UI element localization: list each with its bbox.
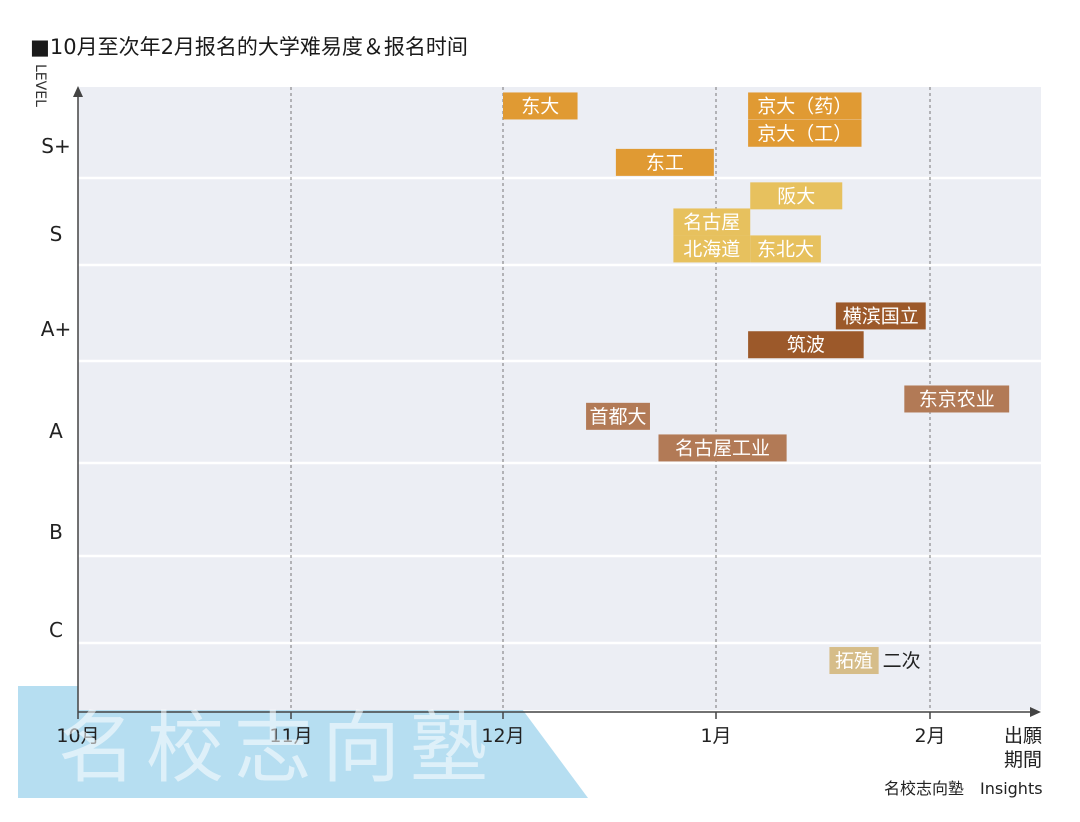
bar <box>658 434 787 462</box>
bar-label: 名古屋 <box>683 211 740 233</box>
bar <box>750 235 821 263</box>
bar <box>748 119 862 147</box>
level-label: S+ <box>41 134 70 158</box>
month-label: 1月 <box>700 725 731 747</box>
bar <box>748 92 862 120</box>
month-label: 10月 <box>56 725 99 747</box>
axes <box>73 86 1041 717</box>
bar-label: 京大（药） <box>757 95 852 117</box>
bar-label: 东北大 <box>757 238 814 260</box>
bar-label: 东工 <box>646 152 684 174</box>
bar-label: 拓殖 <box>835 650 873 672</box>
bar-label: 首都大 <box>590 406 647 428</box>
bar-label: 京大（工） <box>757 123 852 145</box>
plot-background <box>78 87 1041 710</box>
month-label: 11月 <box>269 725 312 747</box>
month-label: 12月 <box>481 725 524 747</box>
bar <box>586 402 650 430</box>
bar <box>750 182 843 210</box>
bar-label: 筑波 <box>787 334 825 356</box>
bar-label: 阪大 <box>777 185 815 207</box>
chart-title: ■10月至次年2月报名的大学难易度＆报名时间 <box>30 35 468 59</box>
level-label: A <box>49 419 63 443</box>
bar <box>673 208 751 236</box>
x-axis-arrow <box>1030 707 1041 717</box>
watermark-band <box>18 686 588 798</box>
bar-label: 东大 <box>521 95 559 117</box>
bar-label: 横滨国立 <box>843 305 919 327</box>
bar <box>615 148 714 176</box>
level-label: C <box>49 618 63 642</box>
month-labels: 10月 11月 12月 1月 2月 <box>56 712 946 747</box>
bar <box>829 647 879 675</box>
month-label: 2月 <box>914 725 945 747</box>
bar-label: 名古屋工业 <box>675 437 770 459</box>
bar-label: 北海道 <box>683 238 740 260</box>
level-labels: S+ S A+ A B C <box>41 134 71 642</box>
x-axis-label-line1: 出願 <box>1004 725 1042 747</box>
bar <box>904 385 1010 413</box>
annotation-label: 二次 <box>883 650 921 672</box>
bar <box>673 235 751 263</box>
bar <box>503 92 578 120</box>
bar-label: 东京农业 <box>919 388 995 410</box>
level-label: B <box>49 520 63 544</box>
credit: 名校志向塾 Insights <box>884 779 1043 798</box>
bar <box>835 302 926 330</box>
grid <box>78 87 1041 710</box>
y-axis-label: LEVEL <box>32 64 48 107</box>
level-label: S <box>50 222 63 246</box>
watermark-text: 名校志向塾 <box>58 704 498 794</box>
x-axis-label-line2: 期間 <box>1004 749 1042 771</box>
y-axis-arrow <box>73 86 83 97</box>
level-label: A+ <box>41 317 71 341</box>
bar <box>748 331 864 359</box>
